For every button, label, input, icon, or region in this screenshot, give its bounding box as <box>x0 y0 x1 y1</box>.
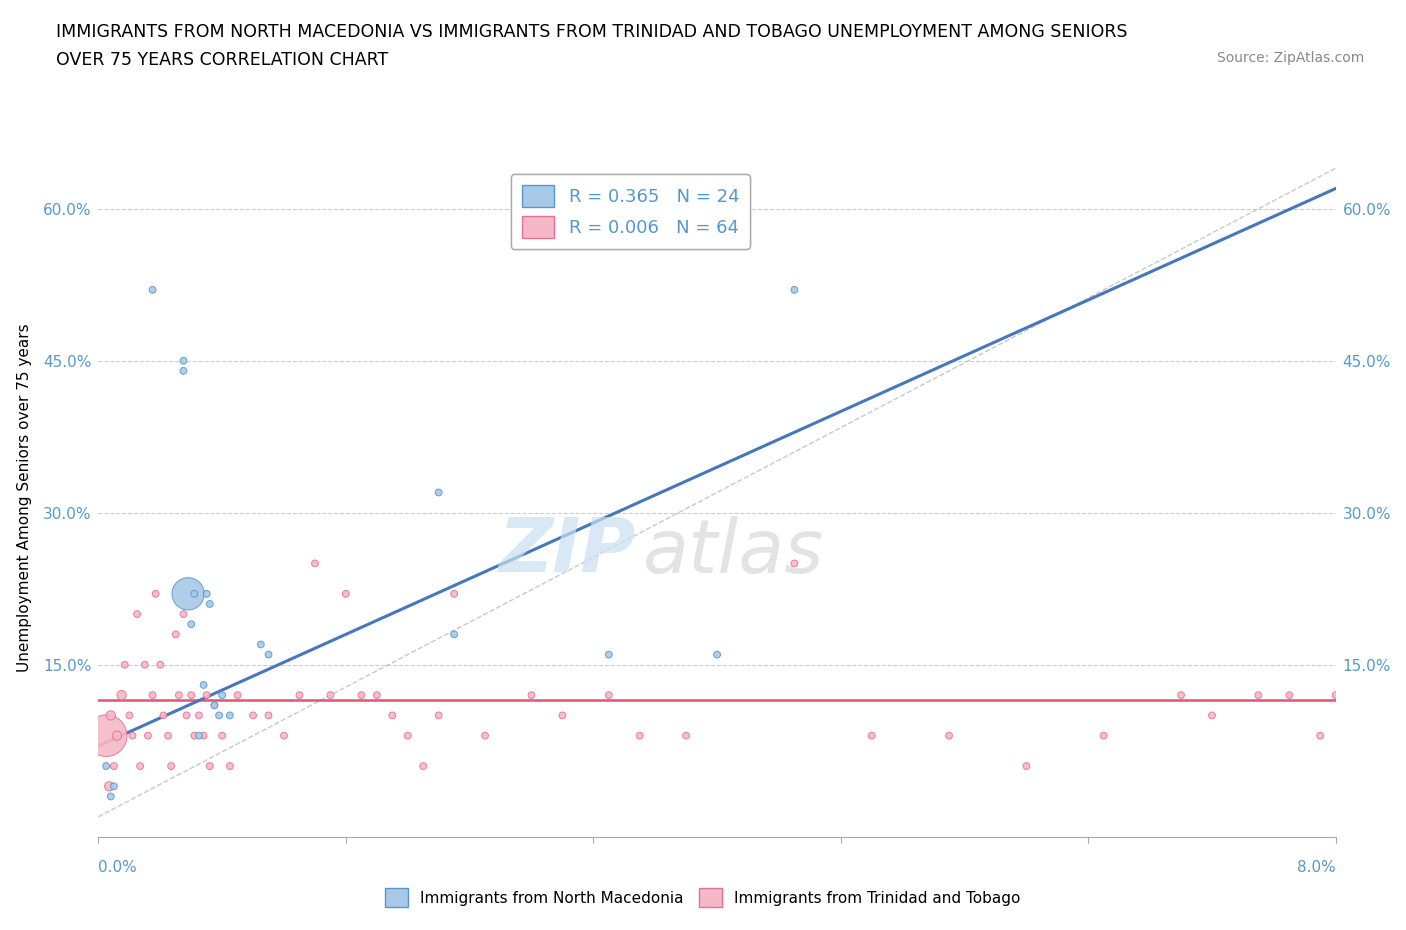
Point <box>211 687 233 702</box>
Point <box>551 708 574 723</box>
Point <box>1324 687 1347 702</box>
Point <box>198 759 221 774</box>
Point <box>96 759 118 774</box>
Point <box>136 728 159 743</box>
Point <box>1278 687 1301 702</box>
Point <box>195 587 218 602</box>
Point <box>177 587 200 602</box>
Y-axis label: Unemployment Among Seniors over 75 years: Unemployment Among Seniors over 75 years <box>17 324 32 671</box>
Point <box>176 708 198 723</box>
Point <box>250 637 273 652</box>
Point <box>127 606 149 621</box>
Point <box>103 779 125 794</box>
Text: IMMIGRANTS FROM NORTH MACEDONIA VS IMMIGRANTS FROM TRINIDAD AND TOBAGO UNEMPLOYM: IMMIGRANTS FROM NORTH MACEDONIA VS IMMIG… <box>56 23 1128 41</box>
Point <box>198 596 221 611</box>
Point <box>226 687 249 702</box>
Point <box>157 728 180 743</box>
Point <box>180 687 202 702</box>
Point <box>350 687 373 702</box>
Point <box>427 708 450 723</box>
Point <box>98 779 121 794</box>
Text: atlas: atlas <box>643 516 824 588</box>
Point <box>173 353 195 368</box>
Point <box>1247 687 1270 702</box>
Point <box>100 708 122 723</box>
Point <box>129 759 152 774</box>
Point <box>706 647 728 662</box>
Point <box>188 708 211 723</box>
Point <box>1015 759 1038 774</box>
Point <box>121 728 143 743</box>
Point <box>193 728 215 743</box>
Point <box>1170 687 1192 702</box>
Point <box>675 728 697 743</box>
Text: 0.0%: 0.0% <box>98 860 138 875</box>
Point <box>204 698 226 712</box>
Point <box>188 728 211 743</box>
Point <box>257 647 280 662</box>
Point <box>211 728 233 743</box>
Point <box>628 728 651 743</box>
Point <box>366 687 388 702</box>
Text: Source: ZipAtlas.com: Source: ZipAtlas.com <box>1216 51 1364 65</box>
Point <box>288 687 311 702</box>
Point <box>134 658 156 672</box>
Point <box>160 759 183 774</box>
Text: ZIP: ZIP <box>499 515 637 589</box>
Point <box>219 708 242 723</box>
Point <box>860 728 883 743</box>
Point <box>173 606 195 621</box>
Point <box>167 687 190 702</box>
Point <box>396 728 419 743</box>
Point <box>319 687 342 702</box>
Point <box>165 627 187 642</box>
Point <box>219 759 242 774</box>
Point <box>783 556 806 571</box>
Point <box>141 687 165 702</box>
Point <box>1092 728 1115 743</box>
Point <box>183 728 205 743</box>
Point <box>1309 728 1331 743</box>
Point <box>427 485 450 500</box>
Point <box>520 687 543 702</box>
Point <box>180 617 202 631</box>
Point <box>474 728 496 743</box>
Point <box>938 728 960 743</box>
Point <box>100 789 122 804</box>
Point <box>103 759 125 774</box>
Point <box>152 708 174 723</box>
Text: 8.0%: 8.0% <box>1296 860 1336 875</box>
Point <box>783 283 806 298</box>
Point <box>1201 708 1223 723</box>
Point <box>208 708 231 723</box>
Point <box>335 587 357 602</box>
Point <box>193 678 215 693</box>
Point <box>412 759 434 774</box>
Point <box>204 698 226 712</box>
Legend: R = 0.365   N = 24, R = 0.006   N = 64: R = 0.365 N = 24, R = 0.006 N = 64 <box>510 174 749 248</box>
Point <box>149 658 172 672</box>
Point <box>242 708 264 723</box>
Point <box>273 728 295 743</box>
Point <box>443 587 465 602</box>
Point <box>257 708 280 723</box>
Text: OVER 75 YEARS CORRELATION CHART: OVER 75 YEARS CORRELATION CHART <box>56 51 388 69</box>
Point <box>195 687 218 702</box>
Point <box>145 587 167 602</box>
Point <box>96 728 118 743</box>
Point <box>118 708 141 723</box>
Point <box>183 587 205 602</box>
Point <box>304 556 326 571</box>
Point <box>381 708 404 723</box>
Point <box>443 627 465 642</box>
Point <box>114 658 136 672</box>
Point <box>141 283 165 298</box>
Point <box>598 687 620 702</box>
Point <box>111 687 134 702</box>
Legend: Immigrants from North Macedonia, Immigrants from Trinidad and Tobago: Immigrants from North Macedonia, Immigra… <box>380 883 1026 913</box>
Point <box>105 728 128 743</box>
Point <box>173 364 195 379</box>
Point <box>598 647 620 662</box>
